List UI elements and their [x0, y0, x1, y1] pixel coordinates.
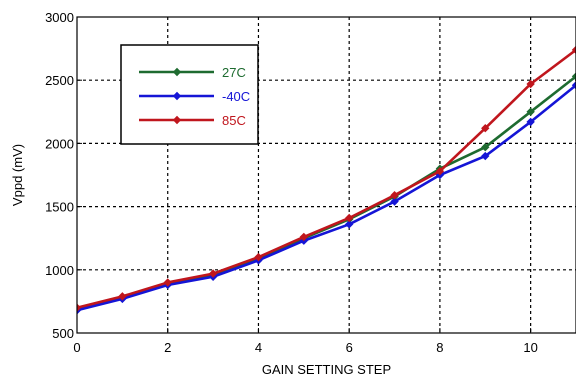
y-tick-label: 3000	[45, 10, 74, 25]
series-85C-group	[77, 45, 576, 312]
x-tick-label: 8	[436, 340, 443, 355]
legend-marker	[172, 115, 182, 125]
legend-label: -40C	[222, 89, 250, 104]
data-point	[390, 191, 399, 200]
data-point	[254, 252, 263, 262]
legend-label: 85C	[222, 113, 246, 128]
data-point	[571, 81, 576, 90]
series-lines	[77, 45, 576, 315]
data-point	[435, 167, 445, 176]
y-tick-label: 1500	[45, 200, 74, 215]
y-tick-label: 500	[52, 326, 74, 341]
data-point	[481, 151, 490, 161]
data-point	[571, 72, 576, 81]
x-axis-title: GAIN SETTING STEP	[262, 362, 391, 377]
legend-box	[120, 44, 259, 145]
data-point	[526, 107, 535, 116]
legend-marker	[172, 91, 182, 101]
data-point	[390, 197, 399, 206]
series-line	[77, 84, 576, 312]
axis-ticks: 0 2 4 6 8 10 500 1000 1500 2000 2500 3000	[45, 10, 538, 355]
legend-marker	[172, 67, 182, 77]
x-tick-label: 4	[255, 340, 262, 355]
plot-frame	[76, 16, 576, 334]
data-point	[163, 278, 172, 287]
x-tick-label: 0	[73, 340, 80, 355]
data-point	[526, 79, 535, 89]
legend: 27C -40C 85C	[120, 44, 259, 145]
y-axis-title: Vppd (mV)	[10, 144, 25, 206]
y-tick-label: 1000	[45, 263, 74, 278]
x-tick-label: 2	[164, 340, 171, 355]
y-tick-label: 2000	[45, 136, 74, 151]
data-point	[344, 220, 354, 229]
data-point	[571, 45, 576, 55]
x-tick-label: 6	[346, 340, 353, 355]
data-point	[77, 303, 82, 312]
x-tick-label: 10	[523, 340, 537, 355]
legend-label: 27C	[222, 65, 246, 80]
data-point	[118, 292, 127, 301]
data-point	[344, 213, 354, 223]
data-point	[481, 142, 490, 152]
series-line	[77, 48, 576, 309]
y-tick-label: 2500	[45, 73, 74, 88]
data-point	[299, 232, 309, 242]
data-point	[208, 269, 218, 278]
data-point	[481, 124, 490, 133]
data-point	[526, 117, 535, 127]
